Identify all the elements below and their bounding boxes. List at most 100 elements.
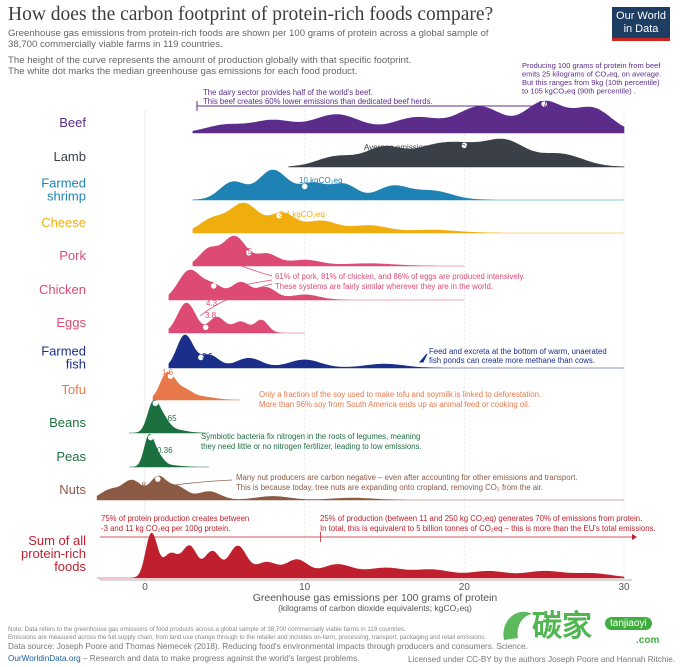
x-tick-label: 0 xyxy=(142,582,148,593)
subtitle-line: 38,700 commercially viable farms in 119 … xyxy=(8,39,223,50)
annotation-beef: to 105 kgCO₂eq (90th percentile) . xyxy=(522,87,636,96)
annotation-intensive: 61% of pork, 81% of chicken, and 86% of … xyxy=(275,272,525,281)
subtitle-line: The height of the curve represents the a… xyxy=(8,55,412,66)
annotation-pointer xyxy=(418,353,428,363)
chart-title: How does the carbon footprint of protein… xyxy=(8,4,494,25)
x-tick-label: 10 xyxy=(299,582,311,593)
ridge-tofu xyxy=(152,371,241,401)
annotation-lamb: Average emissions = 20 kgCO₂eq xyxy=(364,143,484,152)
annotation-legumes: they need little or no nitrogen fertiliz… xyxy=(201,442,422,451)
site-link[interactable]: OurWorldinData.org xyxy=(8,654,81,663)
footnote: Emissions are measured across the full s… xyxy=(8,634,487,641)
row-label: foods xyxy=(54,559,86,574)
sum-range-arrow xyxy=(632,534,637,540)
ridge-beans xyxy=(129,399,209,434)
watermark-logo: 碳家 xyxy=(503,609,592,644)
annotation-tofu: More than 96% soy from South America end… xyxy=(259,400,530,409)
ridge-cheese xyxy=(192,202,624,234)
median-label: 8,4 kgCO₂eq xyxy=(279,210,325,219)
ridge-sum-of-all-protein-rich-foods xyxy=(97,532,625,579)
annotation-pointer xyxy=(231,261,273,277)
ridge-nuts xyxy=(96,475,624,501)
median-dot xyxy=(245,249,252,256)
ridge-farmed-shrimp xyxy=(192,169,624,201)
median-label: 0.36 xyxy=(157,446,173,455)
median-dot xyxy=(202,324,209,331)
median-dot xyxy=(154,476,161,482)
row-label: Beef xyxy=(59,115,86,130)
row-label: Beans xyxy=(49,415,86,430)
row-label: Chicken xyxy=(39,282,86,297)
annotation-pointer xyxy=(199,283,273,317)
median-label: 3.5 xyxy=(202,352,214,361)
median-dot xyxy=(301,183,308,190)
x-tick-label: 20 xyxy=(459,582,471,593)
annotation-sum: 75% of protein production creates betwee… xyxy=(101,514,249,523)
median-label: 3.8 xyxy=(205,311,217,320)
svg-text:碳家: 碳家 xyxy=(532,609,592,644)
annotation-fish: Feed and excreta at the bottom of warm, … xyxy=(429,347,607,356)
annotation-beef: Producing 100 grams of protein from beef xyxy=(522,61,661,70)
annotation-nuts: This is because today, tree nuts are exp… xyxy=(236,483,543,492)
row-label: Eggs xyxy=(56,315,86,330)
annotation-legumes: Symbiotic bacteria fix nitrogen in the r… xyxy=(201,432,420,441)
median-label: 1.6 xyxy=(162,368,174,377)
median-dot xyxy=(152,400,159,407)
subtitle-line: The white dot marks the median greenhous… xyxy=(8,66,358,77)
annotation-pointer xyxy=(154,479,233,489)
ridge-peas xyxy=(129,433,209,468)
ridge-eggs xyxy=(168,302,305,334)
ridge-pork xyxy=(192,235,465,267)
x-axis-subtitle: (kilograms of carbon dioxide equivalents… xyxy=(278,603,472,613)
median-dot xyxy=(147,434,154,441)
x-tick-label: 30 xyxy=(618,582,630,593)
median-label: 0.65 xyxy=(161,414,177,423)
median-dot xyxy=(276,212,282,219)
median-label: 4.3 xyxy=(206,299,218,308)
ridge-beef xyxy=(192,100,625,134)
median-dot xyxy=(461,142,468,149)
site-tagline: – Research and data to make progress aga… xyxy=(80,654,360,663)
row-label: Nuts xyxy=(59,482,86,497)
row-label: Lamb xyxy=(53,149,86,164)
median-dot xyxy=(198,354,204,361)
annotation-pointer xyxy=(211,279,273,293)
footnote: Note: Data refers to the greenhouse gas … xyxy=(8,626,406,633)
watermark-com: .com xyxy=(636,635,660,646)
annotation-dairy: The dairy sector provides half of the wo… xyxy=(203,88,373,97)
watermark-site: tanjiaoyi xyxy=(605,617,652,630)
median-dot xyxy=(210,283,217,289)
annotation-tofu: Only a fraction of the soy used to make … xyxy=(259,390,541,399)
license-text: Licensed under CC-BY by the authors Jose… xyxy=(408,655,676,664)
x-axis-title: Greenhouse gas emissions per 100 grams o… xyxy=(253,592,498,604)
median-label: 0.8 xyxy=(135,481,147,490)
annotation-dairy: This beef creates 60% lower emissions th… xyxy=(203,97,433,106)
median-label: 6.5 xyxy=(241,247,253,256)
annotation-beef: emits 25 kilograms of CO₂eq, on average. xyxy=(522,70,661,79)
annotation-pointer xyxy=(542,100,547,114)
annotation-beef: But this ranges from 9kg (10th percentil… xyxy=(522,78,660,87)
row-label: shrimp xyxy=(47,189,86,204)
owid-logo[interactable]: Our World in Data xyxy=(612,7,670,40)
median-dot xyxy=(167,373,174,379)
data-source: Data source: Joseph Poore and Thomas Nem… xyxy=(8,642,528,651)
logo-accent-bar xyxy=(612,38,670,41)
row-label: Cheese xyxy=(41,215,86,230)
row-label: Sum of all xyxy=(28,533,86,548)
logo-line: Our World xyxy=(616,10,666,22)
row-label: protein-rich xyxy=(21,546,86,561)
row-label: Peas xyxy=(56,449,86,464)
annotation-sum: 25% of production (between 11 and 250 kg… xyxy=(320,514,642,523)
ridge-farmed-fish xyxy=(168,334,624,369)
site-line: OurWorldinData.org – Research and data t… xyxy=(8,654,359,663)
row-label: Farmed xyxy=(41,176,86,191)
row-label: fish xyxy=(66,357,86,372)
annotation-nuts: Many nut producers are carbon negative –… xyxy=(236,473,578,482)
ridge-chicken xyxy=(168,269,465,301)
row-label: Tofu xyxy=(61,382,86,397)
row-label: Pork xyxy=(59,248,86,263)
annotation-intensive: These systems are fairly similar whereve… xyxy=(275,282,493,291)
ridge-lamb xyxy=(288,138,625,168)
annotation-fish: fish ponds can create more methane than … xyxy=(429,356,595,365)
